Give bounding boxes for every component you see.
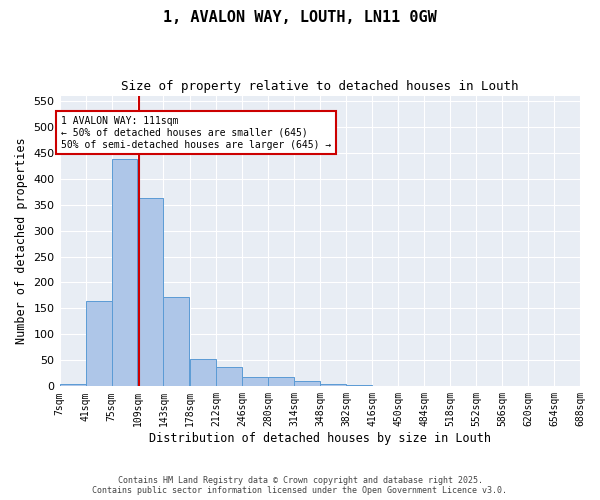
Bar	[216, 366, 242, 386]
Bar	[59, 384, 86, 386]
Bar	[86, 300, 112, 386]
Text: 1, AVALON WAY, LOUTH, LN11 0GW: 1, AVALON WAY, LOUTH, LN11 0GW	[163, 10, 437, 25]
Bar	[320, 384, 346, 386]
Bar	[294, 381, 320, 386]
Bar	[346, 385, 372, 386]
Bar	[163, 297, 190, 386]
Title: Size of property relative to detached houses in Louth: Size of property relative to detached ho…	[121, 80, 518, 93]
Text: 1 AVALON WAY: 111sqm
← 50% of detached houses are smaller (645)
50% of semi-deta: 1 AVALON WAY: 111sqm ← 50% of detached h…	[61, 116, 331, 150]
Y-axis label: Number of detached properties: Number of detached properties	[15, 138, 28, 344]
Bar	[268, 377, 294, 386]
X-axis label: Distribution of detached houses by size in Louth: Distribution of detached houses by size …	[149, 432, 491, 445]
Bar	[190, 360, 216, 386]
Text: Contains HM Land Registry data © Crown copyright and database right 2025.
Contai: Contains HM Land Registry data © Crown c…	[92, 476, 508, 495]
Bar	[242, 377, 268, 386]
Bar	[112, 160, 137, 386]
Bar	[137, 198, 163, 386]
